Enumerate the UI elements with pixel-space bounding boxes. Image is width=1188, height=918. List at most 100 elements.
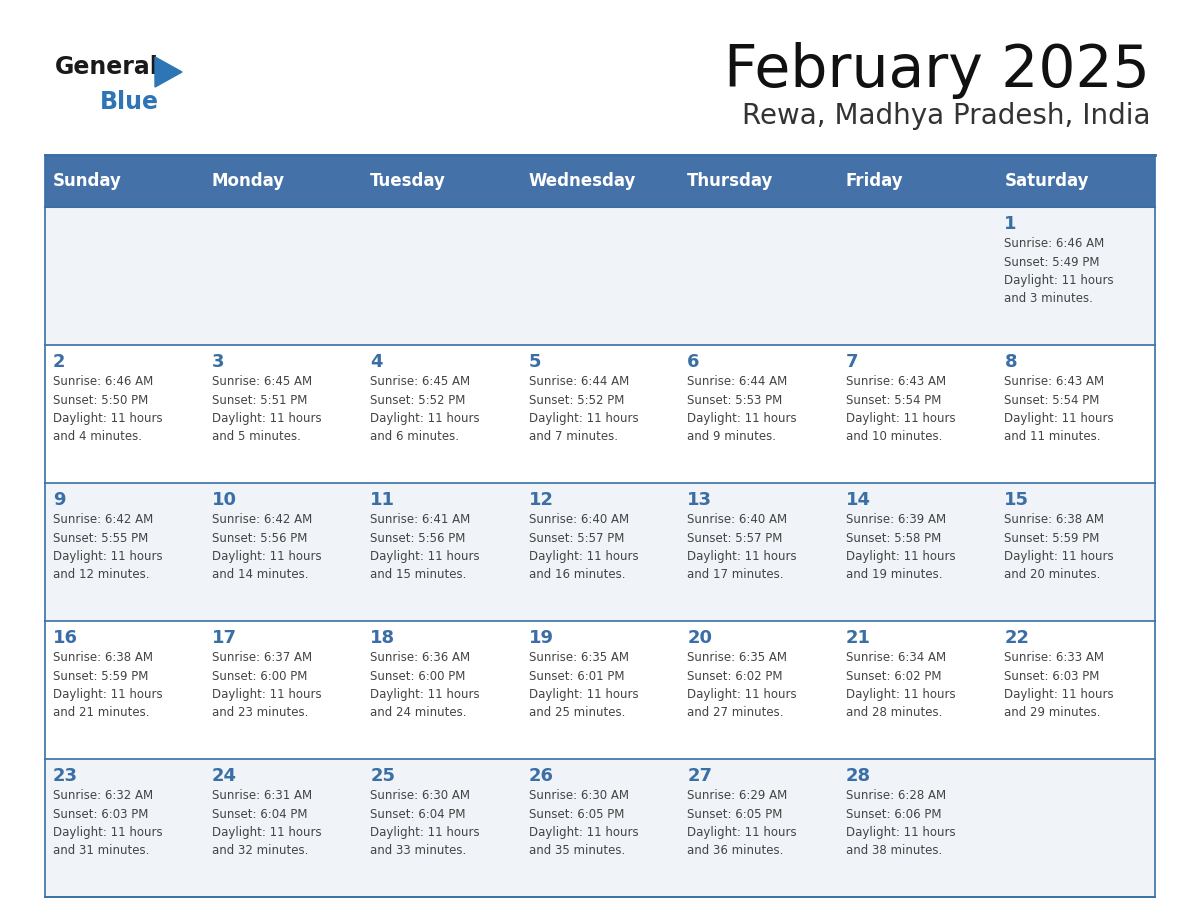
Text: Sunrise: 6:46 AM: Sunrise: 6:46 AM <box>53 375 153 388</box>
Text: and 25 minutes.: and 25 minutes. <box>529 707 625 720</box>
Text: Sunset: 5:52 PM: Sunset: 5:52 PM <box>529 394 624 407</box>
Text: Sunset: 5:54 PM: Sunset: 5:54 PM <box>846 394 941 407</box>
Text: Daylight: 11 hours: Daylight: 11 hours <box>529 550 638 563</box>
Bar <box>997 155 1155 207</box>
Text: Sunrise: 6:30 AM: Sunrise: 6:30 AM <box>371 789 470 802</box>
Text: 20: 20 <box>688 629 713 647</box>
Text: 18: 18 <box>371 629 396 647</box>
Text: Daylight: 11 hours: Daylight: 11 hours <box>688 550 797 563</box>
Text: Sunrise: 6:36 AM: Sunrise: 6:36 AM <box>371 651 470 664</box>
Text: Sunrise: 6:28 AM: Sunrise: 6:28 AM <box>846 789 946 802</box>
Text: Sunrise: 6:42 AM: Sunrise: 6:42 AM <box>211 513 311 526</box>
Text: 11: 11 <box>371 491 396 509</box>
Text: Daylight: 11 hours: Daylight: 11 hours <box>529 826 638 839</box>
Text: Sunrise: 6:45 AM: Sunrise: 6:45 AM <box>211 375 311 388</box>
Text: and 36 minutes.: and 36 minutes. <box>688 845 784 857</box>
Text: and 6 minutes.: and 6 minutes. <box>371 431 459 443</box>
Text: and 24 minutes.: and 24 minutes. <box>371 707 467 720</box>
Text: Sunrise: 6:41 AM: Sunrise: 6:41 AM <box>371 513 470 526</box>
Text: Daylight: 11 hours: Daylight: 11 hours <box>371 826 480 839</box>
Text: 19: 19 <box>529 629 554 647</box>
Text: 26: 26 <box>529 767 554 785</box>
Text: 25: 25 <box>371 767 396 785</box>
Text: Sunset: 5:53 PM: Sunset: 5:53 PM <box>688 394 783 407</box>
Text: Sunset: 6:05 PM: Sunset: 6:05 PM <box>688 808 783 821</box>
Bar <box>45 207 1155 345</box>
Text: 5: 5 <box>529 353 542 371</box>
Text: Sunrise: 6:33 AM: Sunrise: 6:33 AM <box>1004 651 1105 664</box>
Text: Daylight: 11 hours: Daylight: 11 hours <box>1004 274 1114 287</box>
Polygon shape <box>154 57 182 87</box>
Text: and 4 minutes.: and 4 minutes. <box>53 431 143 443</box>
Text: Sunrise: 6:32 AM: Sunrise: 6:32 AM <box>53 789 153 802</box>
Text: Sunset: 5:54 PM: Sunset: 5:54 PM <box>1004 394 1100 407</box>
Text: Rewa, Madhya Pradesh, India: Rewa, Madhya Pradesh, India <box>741 102 1150 130</box>
Text: Sunrise: 6:44 AM: Sunrise: 6:44 AM <box>529 375 628 388</box>
Bar <box>362 155 520 207</box>
Text: Sunrise: 6:34 AM: Sunrise: 6:34 AM <box>846 651 946 664</box>
Text: Daylight: 11 hours: Daylight: 11 hours <box>1004 688 1114 701</box>
Text: and 9 minutes.: and 9 minutes. <box>688 431 776 443</box>
Text: and 21 minutes.: and 21 minutes. <box>53 707 150 720</box>
Text: 23: 23 <box>53 767 78 785</box>
Text: and 38 minutes.: and 38 minutes. <box>846 845 942 857</box>
Text: Thursday: Thursday <box>688 172 773 190</box>
Bar <box>520 155 680 207</box>
Text: and 33 minutes.: and 33 minutes. <box>371 845 467 857</box>
Bar <box>680 155 838 207</box>
Text: Daylight: 11 hours: Daylight: 11 hours <box>846 412 955 425</box>
Text: 17: 17 <box>211 629 236 647</box>
Text: Sunrise: 6:39 AM: Sunrise: 6:39 AM <box>846 513 946 526</box>
Text: Sunrise: 6:42 AM: Sunrise: 6:42 AM <box>53 513 153 526</box>
Text: Sunrise: 6:35 AM: Sunrise: 6:35 AM <box>688 651 788 664</box>
Text: and 7 minutes.: and 7 minutes. <box>529 431 618 443</box>
Text: Sunrise: 6:40 AM: Sunrise: 6:40 AM <box>529 513 628 526</box>
Text: Sunset: 6:05 PM: Sunset: 6:05 PM <box>529 808 624 821</box>
Text: and 11 minutes.: and 11 minutes. <box>1004 431 1101 443</box>
Text: Daylight: 11 hours: Daylight: 11 hours <box>53 688 163 701</box>
Text: 9: 9 <box>53 491 65 509</box>
Text: and 31 minutes.: and 31 minutes. <box>53 845 150 857</box>
Text: Saturday: Saturday <box>1004 172 1089 190</box>
Text: Sunset: 5:52 PM: Sunset: 5:52 PM <box>371 394 466 407</box>
Text: and 27 minutes.: and 27 minutes. <box>688 707 784 720</box>
Text: Sunset: 5:57 PM: Sunset: 5:57 PM <box>529 532 624 544</box>
Text: Sunrise: 6:30 AM: Sunrise: 6:30 AM <box>529 789 628 802</box>
Text: Sunset: 5:50 PM: Sunset: 5:50 PM <box>53 394 148 407</box>
Text: Daylight: 11 hours: Daylight: 11 hours <box>529 688 638 701</box>
Bar <box>203 155 362 207</box>
Text: Friday: Friday <box>846 172 904 190</box>
Text: Daylight: 11 hours: Daylight: 11 hours <box>846 826 955 839</box>
Text: Sunrise: 6:31 AM: Sunrise: 6:31 AM <box>211 789 311 802</box>
Text: Sunrise: 6:38 AM: Sunrise: 6:38 AM <box>53 651 153 664</box>
Text: Daylight: 11 hours: Daylight: 11 hours <box>53 412 163 425</box>
Text: 6: 6 <box>688 353 700 371</box>
Text: 22: 22 <box>1004 629 1030 647</box>
Text: Daylight: 11 hours: Daylight: 11 hours <box>846 550 955 563</box>
Text: Daylight: 11 hours: Daylight: 11 hours <box>688 688 797 701</box>
Text: 8: 8 <box>1004 353 1017 371</box>
Text: Sunset: 6:03 PM: Sunset: 6:03 PM <box>53 808 148 821</box>
Text: Sunset: 6:00 PM: Sunset: 6:00 PM <box>371 669 466 682</box>
Text: Daylight: 11 hours: Daylight: 11 hours <box>53 826 163 839</box>
Bar <box>45 345 1155 483</box>
Text: 2: 2 <box>53 353 65 371</box>
Text: Sunrise: 6:45 AM: Sunrise: 6:45 AM <box>371 375 470 388</box>
Text: 12: 12 <box>529 491 554 509</box>
Text: Sunrise: 6:40 AM: Sunrise: 6:40 AM <box>688 513 788 526</box>
Text: and 5 minutes.: and 5 minutes. <box>211 431 301 443</box>
Text: General: General <box>55 55 159 79</box>
Text: Sunrise: 6:35 AM: Sunrise: 6:35 AM <box>529 651 628 664</box>
Text: Sunset: 5:55 PM: Sunset: 5:55 PM <box>53 532 148 544</box>
Bar <box>45 155 203 207</box>
Text: Daylight: 11 hours: Daylight: 11 hours <box>53 550 163 563</box>
Text: Daylight: 11 hours: Daylight: 11 hours <box>371 550 480 563</box>
Text: and 10 minutes.: and 10 minutes. <box>846 431 942 443</box>
Text: 14: 14 <box>846 491 871 509</box>
Text: Sunset: 5:49 PM: Sunset: 5:49 PM <box>1004 255 1100 268</box>
Text: Tuesday: Tuesday <box>371 172 446 190</box>
Text: 1: 1 <box>1004 215 1017 233</box>
Text: 16: 16 <box>53 629 78 647</box>
Text: Sunset: 5:59 PM: Sunset: 5:59 PM <box>1004 532 1100 544</box>
Text: Daylight: 11 hours: Daylight: 11 hours <box>688 412 797 425</box>
